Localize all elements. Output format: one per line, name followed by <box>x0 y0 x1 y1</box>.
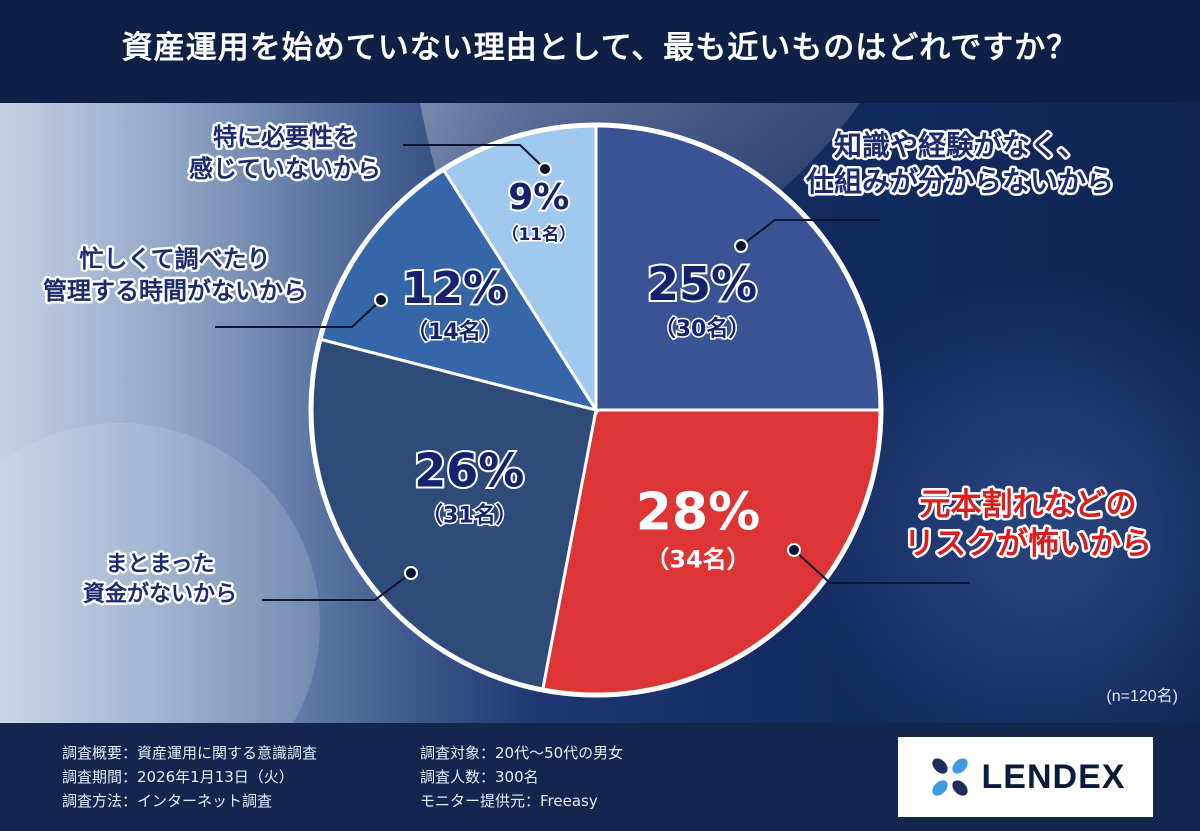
survey-overview: 調査概要：資産運用に関する意識調査 <box>62 744 318 762</box>
callout-leader-line <box>262 572 412 601</box>
callout-dot <box>374 293 388 307</box>
category-label: 元本割れなどの <box>920 487 1137 523</box>
slice-count-label: （31名） <box>421 502 518 528</box>
survey-method: 調査方法：インターネット調査 <box>62 792 273 810</box>
slice-count-label: （30名） <box>654 316 751 342</box>
lendex-logo: LENDEX <box>898 737 1153 817</box>
category-label: 感じていないから <box>189 155 381 183</box>
survey-target: 調査対象：20代〜50代の男女 <box>420 744 624 762</box>
callout-dot <box>734 239 748 253</box>
footer: 調査概要：資産運用に関する意識調査 調査期間：2026年1月13日（火） 調査方… <box>0 723 1200 831</box>
pie-outline <box>308 122 884 698</box>
slice-percent-label: 12% <box>402 263 507 314</box>
callout-leader-line <box>740 219 880 247</box>
slice-percent-label: 26% <box>414 443 524 497</box>
category-label: 知識や経験がなく、 <box>834 129 1086 162</box>
title-bar: 資産運用を始めていない理由として、最も近いものはどれですか？ <box>0 0 1200 103</box>
survey-summary-right: 調査対象：20代〜50代の男女 調査人数：300名 モニター提供元：Freeas… <box>420 741 623 813</box>
category-label: 特に必要性を <box>213 123 357 151</box>
callout-dot <box>787 543 801 557</box>
lendex-logo-text: LENDEX <box>981 757 1126 796</box>
category-label: 忙しくて調べたり <box>79 245 270 273</box>
slice-percent-label: 28% <box>636 482 760 542</box>
lendex-logo-icon <box>931 758 968 796</box>
callout-dot <box>538 162 552 176</box>
chart-title: 資産運用を始めていない理由として、最も近いものはどれですか？ <box>121 30 1079 66</box>
slice-count-label: （34名） <box>645 545 750 573</box>
slice-count-label: （14名） <box>406 319 503 345</box>
chart-area: 25% （30名） 28% （34名） 26% （31名） 12% （14名） 9% （11名） 知… <box>0 103 1200 723</box>
monitor-provider: モニター提供元：Freeasy <box>420 792 598 810</box>
slice-percent-label: 25% <box>647 257 757 311</box>
pie-chart: 25% （30名） 28% （34名） 26% （31名） 12% （14名） 9% （11名） 知… <box>0 103 1200 723</box>
slice-percent-label: 9% <box>508 177 569 218</box>
callout-leader-line <box>793 549 970 584</box>
background-glow-left <box>0 423 320 723</box>
survey-summary-left: 調査概要：資産運用に関する意識調査 調査期間：2026年1月13日（火） 調査方… <box>62 741 317 813</box>
survey-period: 調査期間：2026年1月13日（火） <box>62 768 294 786</box>
callout-leader-line <box>215 299 382 328</box>
category-label: 資金がないから <box>83 581 237 607</box>
category-label: まとまった <box>105 552 214 577</box>
category-label: リスクが怖いから <box>904 526 1152 562</box>
survey-count: 調査人数：300名 <box>420 768 539 786</box>
background-glow <box>790 273 1200 723</box>
callout-dot <box>404 566 418 580</box>
slice-count-label: （11名） <box>501 224 576 245</box>
sample-size-note: (n=120名) <box>1106 687 1178 705</box>
category-label: 仕組みが分からないから <box>805 165 1114 198</box>
callout-leader-line <box>403 144 546 170</box>
category-label: 管理する時間がないから <box>43 277 307 305</box>
